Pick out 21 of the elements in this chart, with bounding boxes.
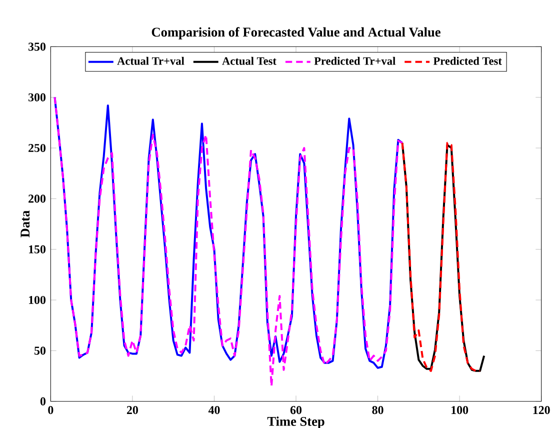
x-tick-label: 60 bbox=[290, 406, 302, 414]
x-tick-label: 20 bbox=[126, 406, 138, 414]
y-tick-label: 0 bbox=[40, 397, 46, 406]
x-tick-label: 40 bbox=[208, 406, 220, 414]
y-tick-label: 100 bbox=[29, 296, 46, 304]
y-tick-label: 200 bbox=[28, 194, 46, 203]
legend-label: Predicted Test bbox=[433, 56, 502, 65]
legend-label: Actual Tr+val bbox=[117, 56, 184, 65]
y-tick-label: 350 bbox=[28, 42, 46, 51]
y-tick-label: 250 bbox=[28, 144, 46, 152]
y-tick-label: 150 bbox=[29, 245, 46, 254]
legend-label: Predicted Tr+val bbox=[314, 56, 396, 65]
x-tick-label: 100 bbox=[452, 406, 468, 414]
x-tick-label: 120 bbox=[533, 406, 550, 414]
y-tick-label: 300 bbox=[28, 93, 46, 102]
chart-title: Comparision of Forecasted Value and Actual Value bbox=[152, 27, 440, 40]
y-axis-title: Data bbox=[20, 210, 30, 238]
x-tick-label: 0 bbox=[48, 406, 54, 414]
legend-label: Actual Test bbox=[222, 56, 276, 65]
x-tick-label: 80 bbox=[372, 406, 384, 414]
y-tick-label: 50 bbox=[34, 346, 46, 355]
